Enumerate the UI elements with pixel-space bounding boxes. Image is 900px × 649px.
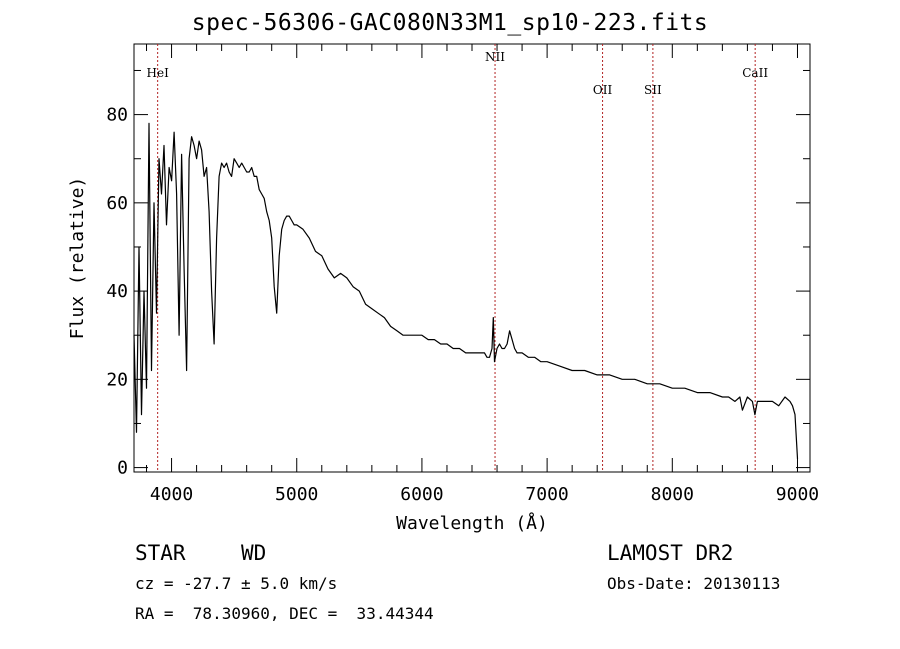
- marker-label-hei: HeI: [147, 66, 170, 80]
- x-tick-label: 5000: [275, 484, 318, 505]
- survey-name: LAMOST DR2: [607, 541, 734, 565]
- y-tick-label: 40: [106, 281, 128, 302]
- redshift-text: cz = -27.7 ± 5.0 km/s: [135, 574, 338, 593]
- x-tick-label: 9000: [776, 484, 819, 505]
- marker-label-oii: OII: [593, 83, 613, 97]
- y-tick-label: 0: [117, 458, 128, 479]
- object-subclass: WD: [241, 541, 267, 565]
- marker-label-sii: SII: [644, 83, 662, 97]
- page-title: spec-56306-GAC080N33M1_sp10-223.fits: [191, 10, 709, 36]
- axis-ticks: [134, 44, 810, 472]
- spectrum-plot: 4000 5000 6000 7000 8000 9000 0 20 40 60 80 HeI NII…: [67, 43, 819, 534]
- x-tick-label: 4000: [150, 484, 193, 505]
- line-markers: HeI NII OII SII CaII: [147, 44, 768, 472]
- y-tick-label: 60: [106, 193, 128, 214]
- coordinates-text: RA = 78.30960, DEC = 33.44344: [135, 604, 434, 623]
- spectrum-series: [133, 122, 799, 459]
- spectrum-line: [133, 122, 799, 459]
- obs-date: Obs-Date: 20130113: [607, 574, 781, 593]
- x-axis-label: Wavelength (Å): [396, 512, 548, 534]
- plot-frame: [133, 43, 811, 473]
- x-tick-label: 7000: [525, 484, 568, 505]
- marker-label-nii: NII: [485, 50, 505, 64]
- y-tick-label: 80: [106, 105, 128, 126]
- y-tick-label: 20: [106, 369, 128, 390]
- object-class: STAR: [135, 541, 186, 565]
- y-axis-label: Flux (relative): [67, 177, 88, 340]
- marker-label-caii: CaII: [742, 66, 768, 80]
- tick-labels: 4000 5000 6000 7000 8000 9000 0 20 40 60 80: [106, 105, 819, 505]
- x-tick-label: 6000: [400, 484, 443, 505]
- x-tick-label: 8000: [651, 484, 694, 505]
